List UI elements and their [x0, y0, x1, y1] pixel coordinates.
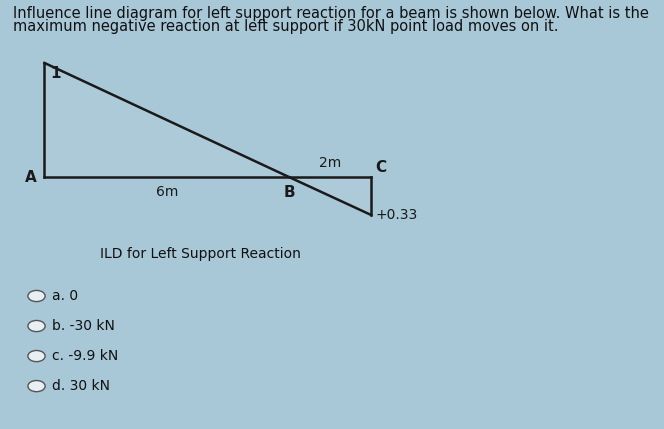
Text: ILD for Left Support Reaction: ILD for Left Support Reaction: [100, 247, 301, 261]
Text: d. 30 kN: d. 30 kN: [52, 379, 110, 393]
Text: c. -9.9 kN: c. -9.9 kN: [52, 349, 118, 363]
Text: b. -30 kN: b. -30 kN: [52, 319, 115, 333]
Text: maximum negative reaction at left support if 30kN point load moves on it.: maximum negative reaction at left suppor…: [13, 19, 559, 34]
Text: +0.33: +0.33: [375, 208, 418, 222]
Text: 2m: 2m: [319, 157, 341, 170]
Text: A: A: [25, 170, 37, 185]
Text: Influence line diagram for left support reaction for a beam is shown below. What: Influence line diagram for left support …: [13, 6, 649, 21]
Polygon shape: [44, 63, 290, 177]
Text: 6m: 6m: [156, 185, 178, 199]
Text: 1: 1: [50, 66, 61, 82]
Polygon shape: [290, 177, 371, 215]
Text: C: C: [375, 160, 386, 175]
Text: a. 0: a. 0: [52, 289, 78, 303]
Text: B: B: [284, 185, 295, 200]
